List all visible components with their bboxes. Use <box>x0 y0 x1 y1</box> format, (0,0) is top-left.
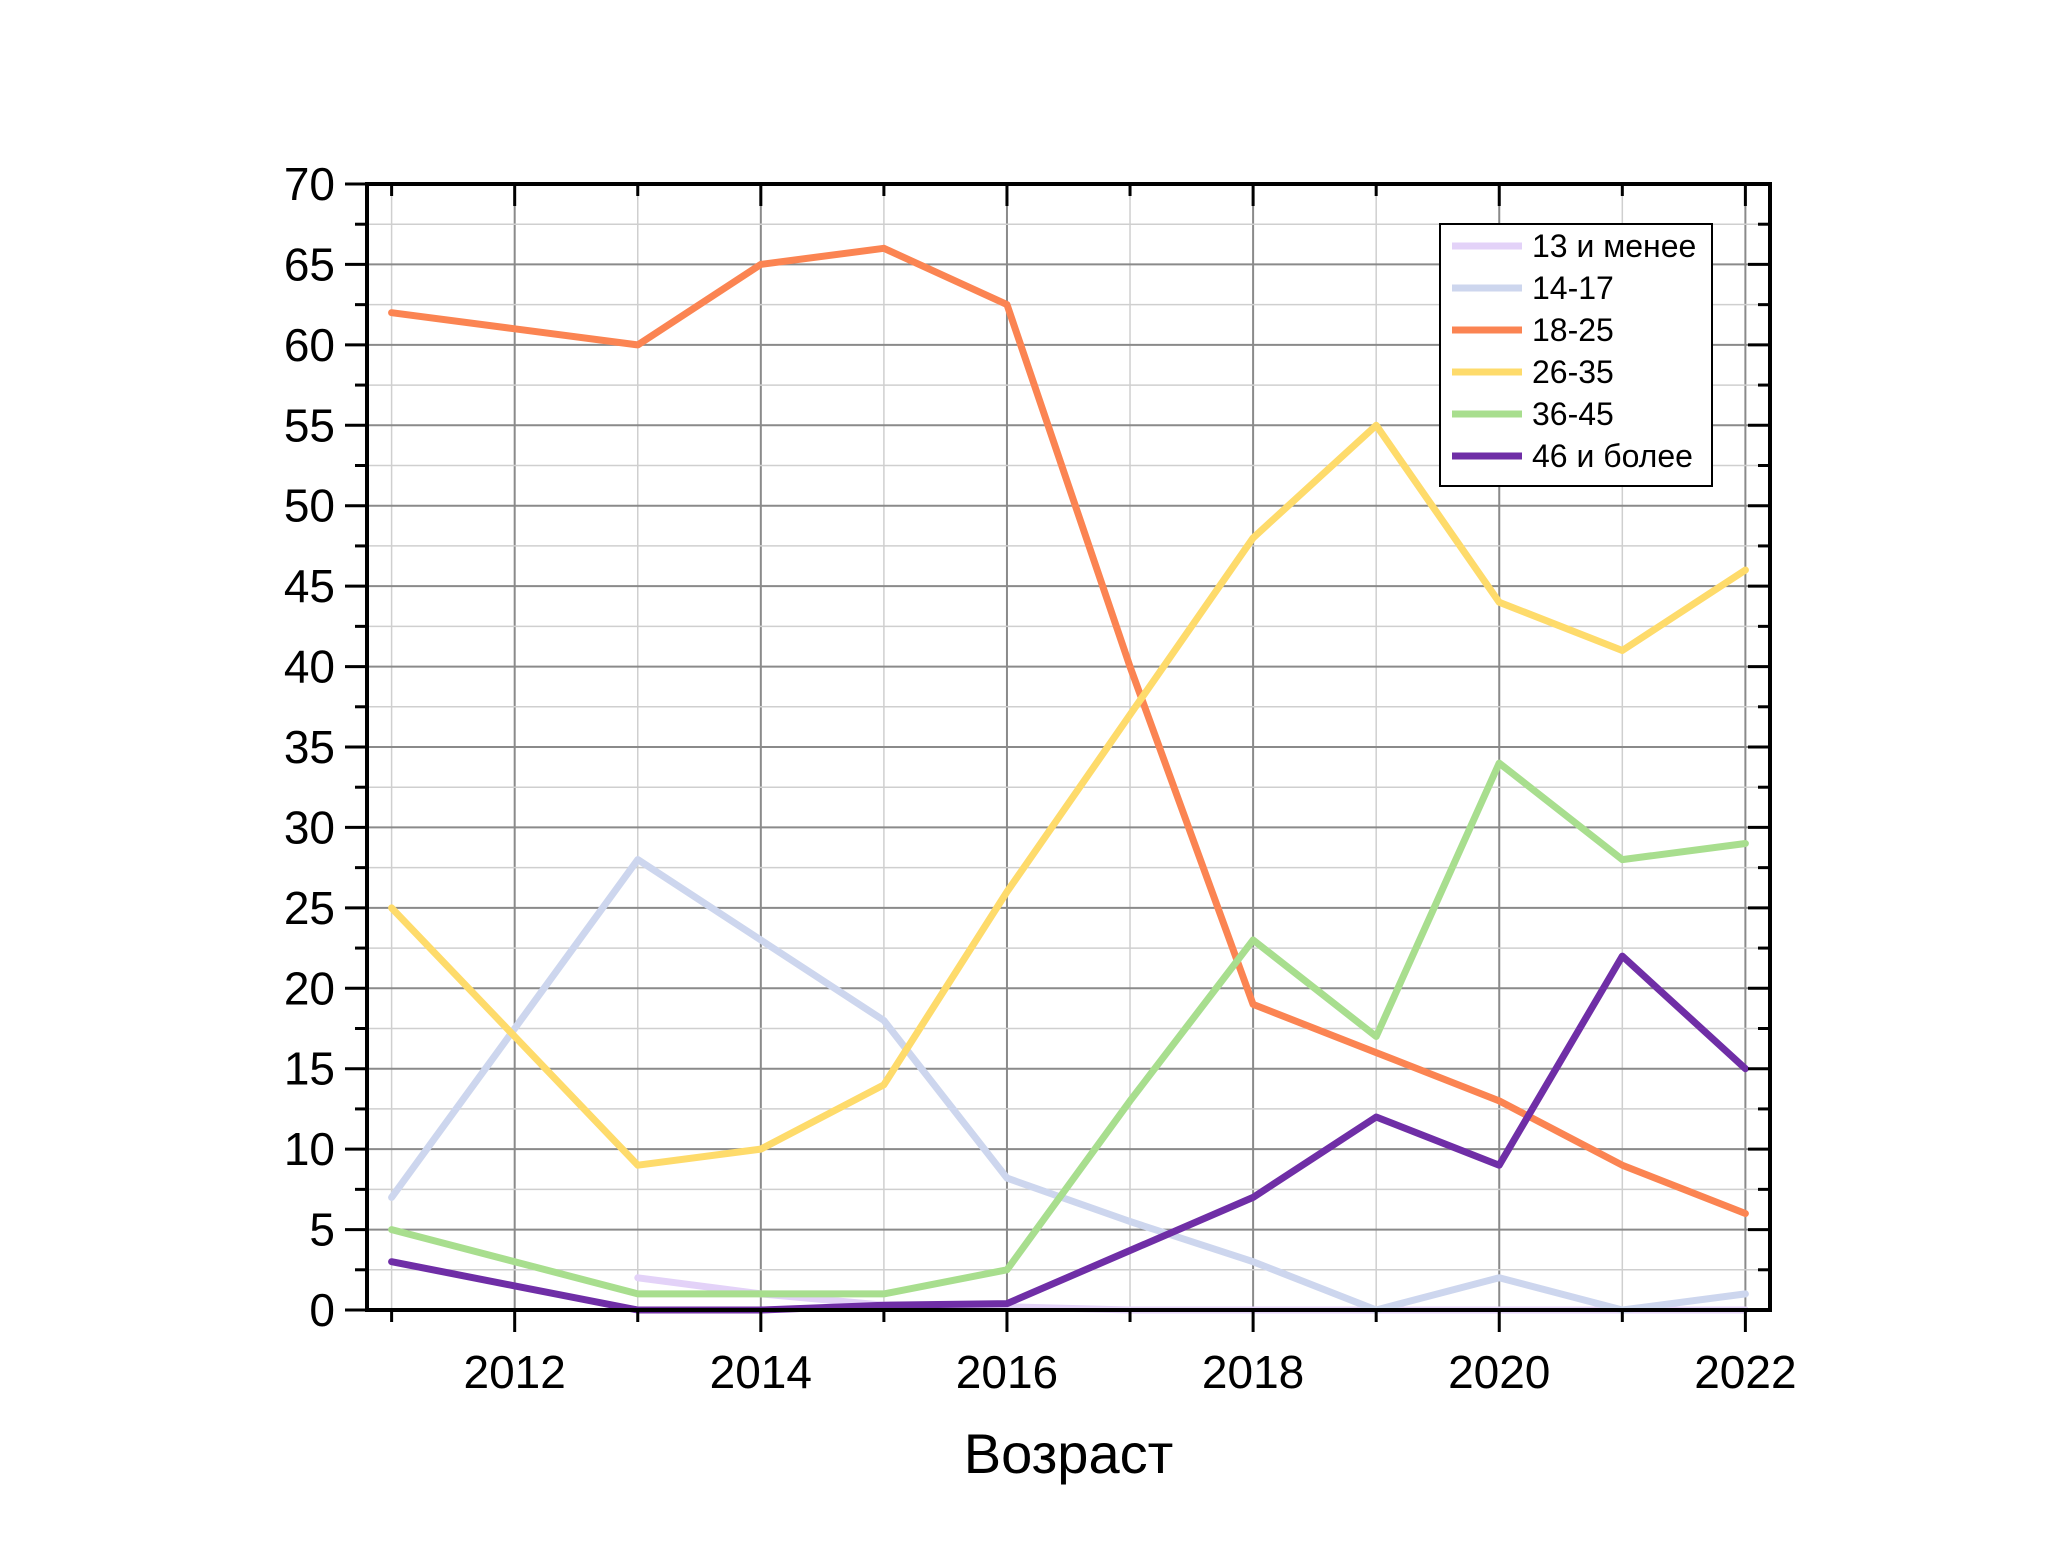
x-tick-label: 2022 <box>1694 1346 1796 1398</box>
legend-box <box>1439 223 1713 487</box>
y-tick-label: 65 <box>284 238 335 290</box>
series-line-2 <box>388 856 1749 1314</box>
legend-label: 18-25 <box>1532 312 1614 348</box>
legend-label: 46 и более <box>1532 438 1693 474</box>
series-line-3 <box>388 244 1749 1217</box>
tick-labels: 0 5 10 15 20 25 30 35 40 45 50 55 60 65 70 2012 2014 2016… <box>284 158 1797 1398</box>
y-tick-label: 5 <box>309 1204 335 1256</box>
y-tick-label: 60 <box>284 319 335 371</box>
y-tick-label: 70 <box>284 158 335 210</box>
axis-ticks <box>345 182 1770 1332</box>
series-lines <box>388 244 1749 1314</box>
y-tick-label: 25 <box>284 882 335 934</box>
x-axis-title: Возраст <box>964 1422 1173 1485</box>
legend-label: 26-35 <box>1532 354 1614 390</box>
y-tick-label: 0 <box>309 1284 335 1336</box>
x-tick-label: 2014 <box>710 1346 812 1398</box>
y-tick-label: 15 <box>284 1043 335 1095</box>
y-tick-label: 55 <box>284 399 335 451</box>
x-tick-label: 2020 <box>1448 1346 1550 1398</box>
y-tick-label: 30 <box>284 801 335 853</box>
y-tick-label: 20 <box>284 962 335 1014</box>
x-tick-label: 2018 <box>1202 1346 1304 1398</box>
y-tick-label: 40 <box>284 641 335 693</box>
legend-label: 13 и менее <box>1532 228 1696 264</box>
x-tick-label: 2016 <box>956 1346 1058 1398</box>
y-tick-label: 45 <box>284 560 335 612</box>
legend: 13 и менее 14-17 18-25 26-35 36-45 46 и более <box>1439 223 1713 487</box>
legend-label: 14-17 <box>1532 270 1614 306</box>
x-tick-label: 2012 <box>464 1346 566 1398</box>
y-tick-label: 10 <box>284 1123 335 1175</box>
series-line-6 <box>388 952 1749 1314</box>
legend-label: 36-45 <box>1532 396 1614 432</box>
y-tick-label: 35 <box>284 721 335 773</box>
series-line-5 <box>388 759 1749 1298</box>
series-line-4 <box>388 421 1749 1169</box>
y-tick-label: 50 <box>284 480 335 532</box>
